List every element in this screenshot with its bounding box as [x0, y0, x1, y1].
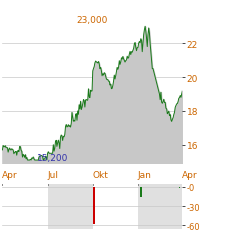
Bar — [2, 184, 48, 229]
Text: Apr: Apr — [182, 170, 198, 179]
Bar — [48, 184, 93, 229]
Bar — [179, 187, 180, 188]
Text: Jul: Jul — [48, 170, 59, 179]
Text: 15,200: 15,200 — [37, 153, 68, 162]
Text: Okt: Okt — [93, 170, 109, 179]
Bar — [93, 187, 96, 224]
Text: 23,000: 23,000 — [76, 16, 108, 25]
Bar — [138, 184, 183, 229]
Text: Jan: Jan — [138, 170, 152, 179]
Bar — [93, 184, 138, 229]
Bar — [140, 187, 142, 197]
Text: Apr: Apr — [2, 170, 18, 179]
